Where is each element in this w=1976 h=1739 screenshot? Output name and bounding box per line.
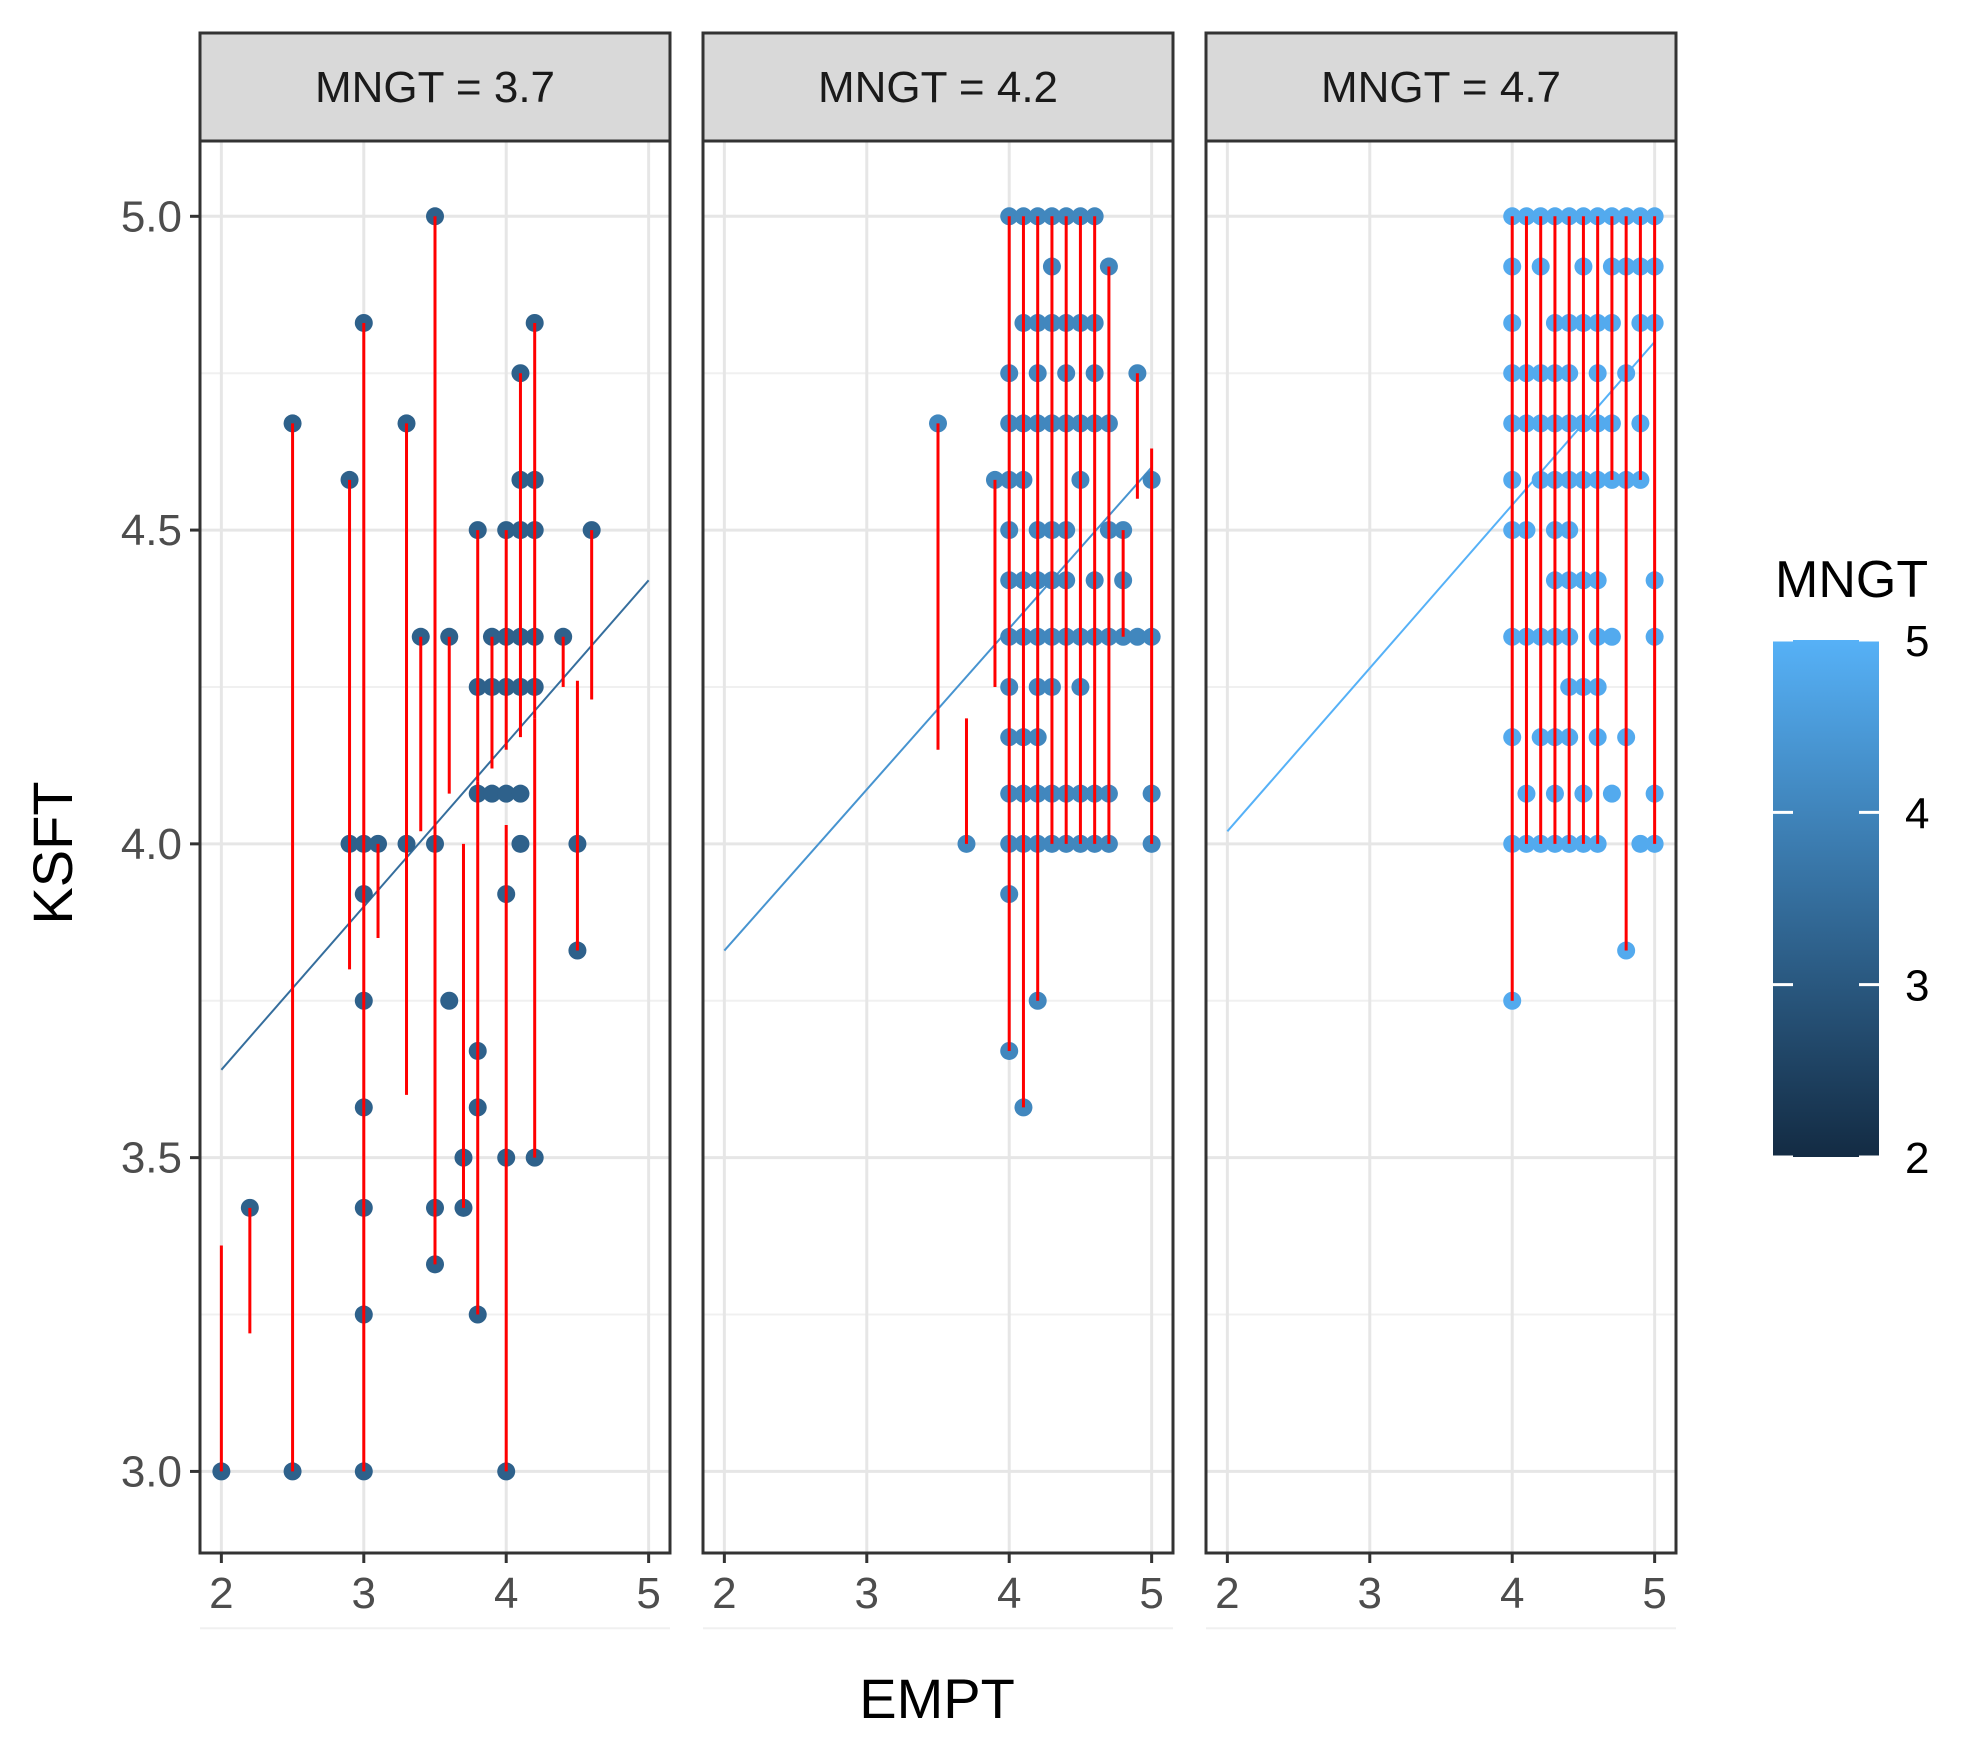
x-tick-label: 4 [997, 1569, 1021, 1618]
x-axis-title: EMPT [859, 1667, 1015, 1730]
x-tick-label: 5 [1642, 1569, 1666, 1618]
data-point [1631, 834, 1650, 853]
x-tick-label: 2 [1215, 1569, 1239, 1618]
data-point [482, 784, 501, 803]
facet-strip [198, 31, 672, 143]
y-tick-label: 3.0 [121, 1447, 182, 1496]
y-tick-label: 4.0 [121, 820, 182, 869]
data-point [497, 784, 516, 803]
legend-colorbar [1773, 640, 1879, 1157]
data-point [1128, 627, 1147, 646]
x-tick-label: 5 [636, 1569, 660, 1618]
y-axis: 3.0 3.5 4.0 4.5 5.0 [121, 192, 200, 1496]
data-point [440, 991, 459, 1010]
y-axis-title: KSFT [21, 781, 84, 924]
legend-break-label: 3 [1905, 962, 1929, 1011]
legend-break-label: 5 [1905, 617, 1929, 666]
data-point [511, 784, 530, 803]
y-tick-label: 4.5 [121, 506, 182, 555]
y-tick-label: 5.0 [121, 192, 182, 241]
facet-strip-label: MNGT = 3.7 [315, 63, 555, 112]
facet-panel-2: MNGT = 4.2 2 3 4 5 [701, 31, 1175, 1630]
x-tick-label: 5 [1139, 1569, 1163, 1618]
x-tick-label: 3 [1358, 1569, 1382, 1618]
facet-strip-label: MNGT = 4.7 [1321, 63, 1561, 112]
x-tick-label: 2 [209, 1569, 233, 1618]
x-tick-label: 4 [1500, 1569, 1524, 1618]
x-tick-label: 2 [712, 1569, 736, 1618]
facet-strip-label: MNGT = 4.2 [818, 63, 1058, 112]
legend-break-label: 4 [1905, 789, 1929, 838]
facet-panel-3: MNGT = 4.7 2 3 4 5 [1204, 31, 1678, 1630]
facet-strip [1204, 31, 1678, 143]
color-legend: MNGT 2 3 4 5 [1773, 551, 1929, 1183]
legend-break-label: 2 [1905, 1134, 1929, 1183]
y-tick-label: 3.5 [121, 1134, 182, 1183]
x-tick-label: 3 [855, 1569, 879, 1618]
facet-panels: MNGT = 3.7 2 3 4 5 MNGT = 4.2 2 3 4 5 MNGT = 4.7 2 3… [198, 31, 1678, 1630]
facet-panel-1: MNGT = 3.7 2 3 4 5 [198, 31, 672, 1630]
data-point [511, 834, 530, 853]
x-tick-label: 4 [494, 1569, 518, 1618]
legend-title: MNGT [1775, 551, 1928, 609]
data-point [1602, 627, 1621, 646]
data-point [1602, 784, 1621, 803]
x-tick-label: 3 [352, 1569, 376, 1618]
facet-strip [701, 31, 1175, 143]
